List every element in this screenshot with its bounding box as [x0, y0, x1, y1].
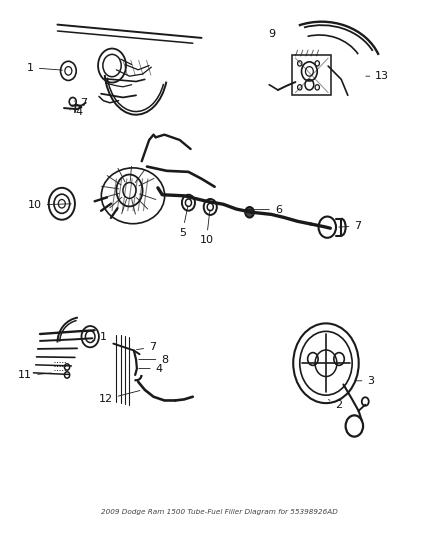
Circle shape	[245, 207, 254, 217]
Text: 7: 7	[137, 342, 156, 352]
Text: 9: 9	[268, 29, 275, 39]
Text: 2009 Dodge Ram 1500 Tube-Fuel Filler Diagram for 55398926AD: 2009 Dodge Ram 1500 Tube-Fuel Filler Dia…	[101, 509, 337, 515]
Text: 10: 10	[199, 209, 213, 246]
Text: 6: 6	[243, 205, 282, 215]
Text: 11: 11	[18, 370, 51, 381]
Text: 13: 13	[366, 71, 389, 81]
Text: 8: 8	[139, 354, 169, 365]
Text: 1: 1	[27, 63, 63, 72]
Text: 4: 4	[139, 364, 163, 374]
Text: 10: 10	[28, 200, 71, 210]
Text: 2: 2	[328, 400, 342, 410]
Text: 5: 5	[179, 206, 188, 238]
Text: 3: 3	[355, 376, 374, 386]
Text: 7: 7	[339, 221, 361, 231]
Text: 1: 1	[92, 332, 107, 342]
Text: 4: 4	[70, 107, 83, 117]
Text: 12: 12	[99, 391, 140, 405]
Text: 7: 7	[74, 98, 87, 108]
